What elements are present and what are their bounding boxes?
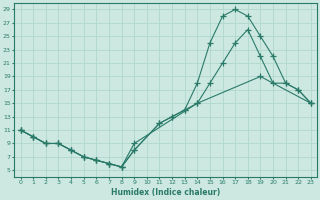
X-axis label: Humidex (Indice chaleur): Humidex (Indice chaleur) <box>111 188 220 197</box>
